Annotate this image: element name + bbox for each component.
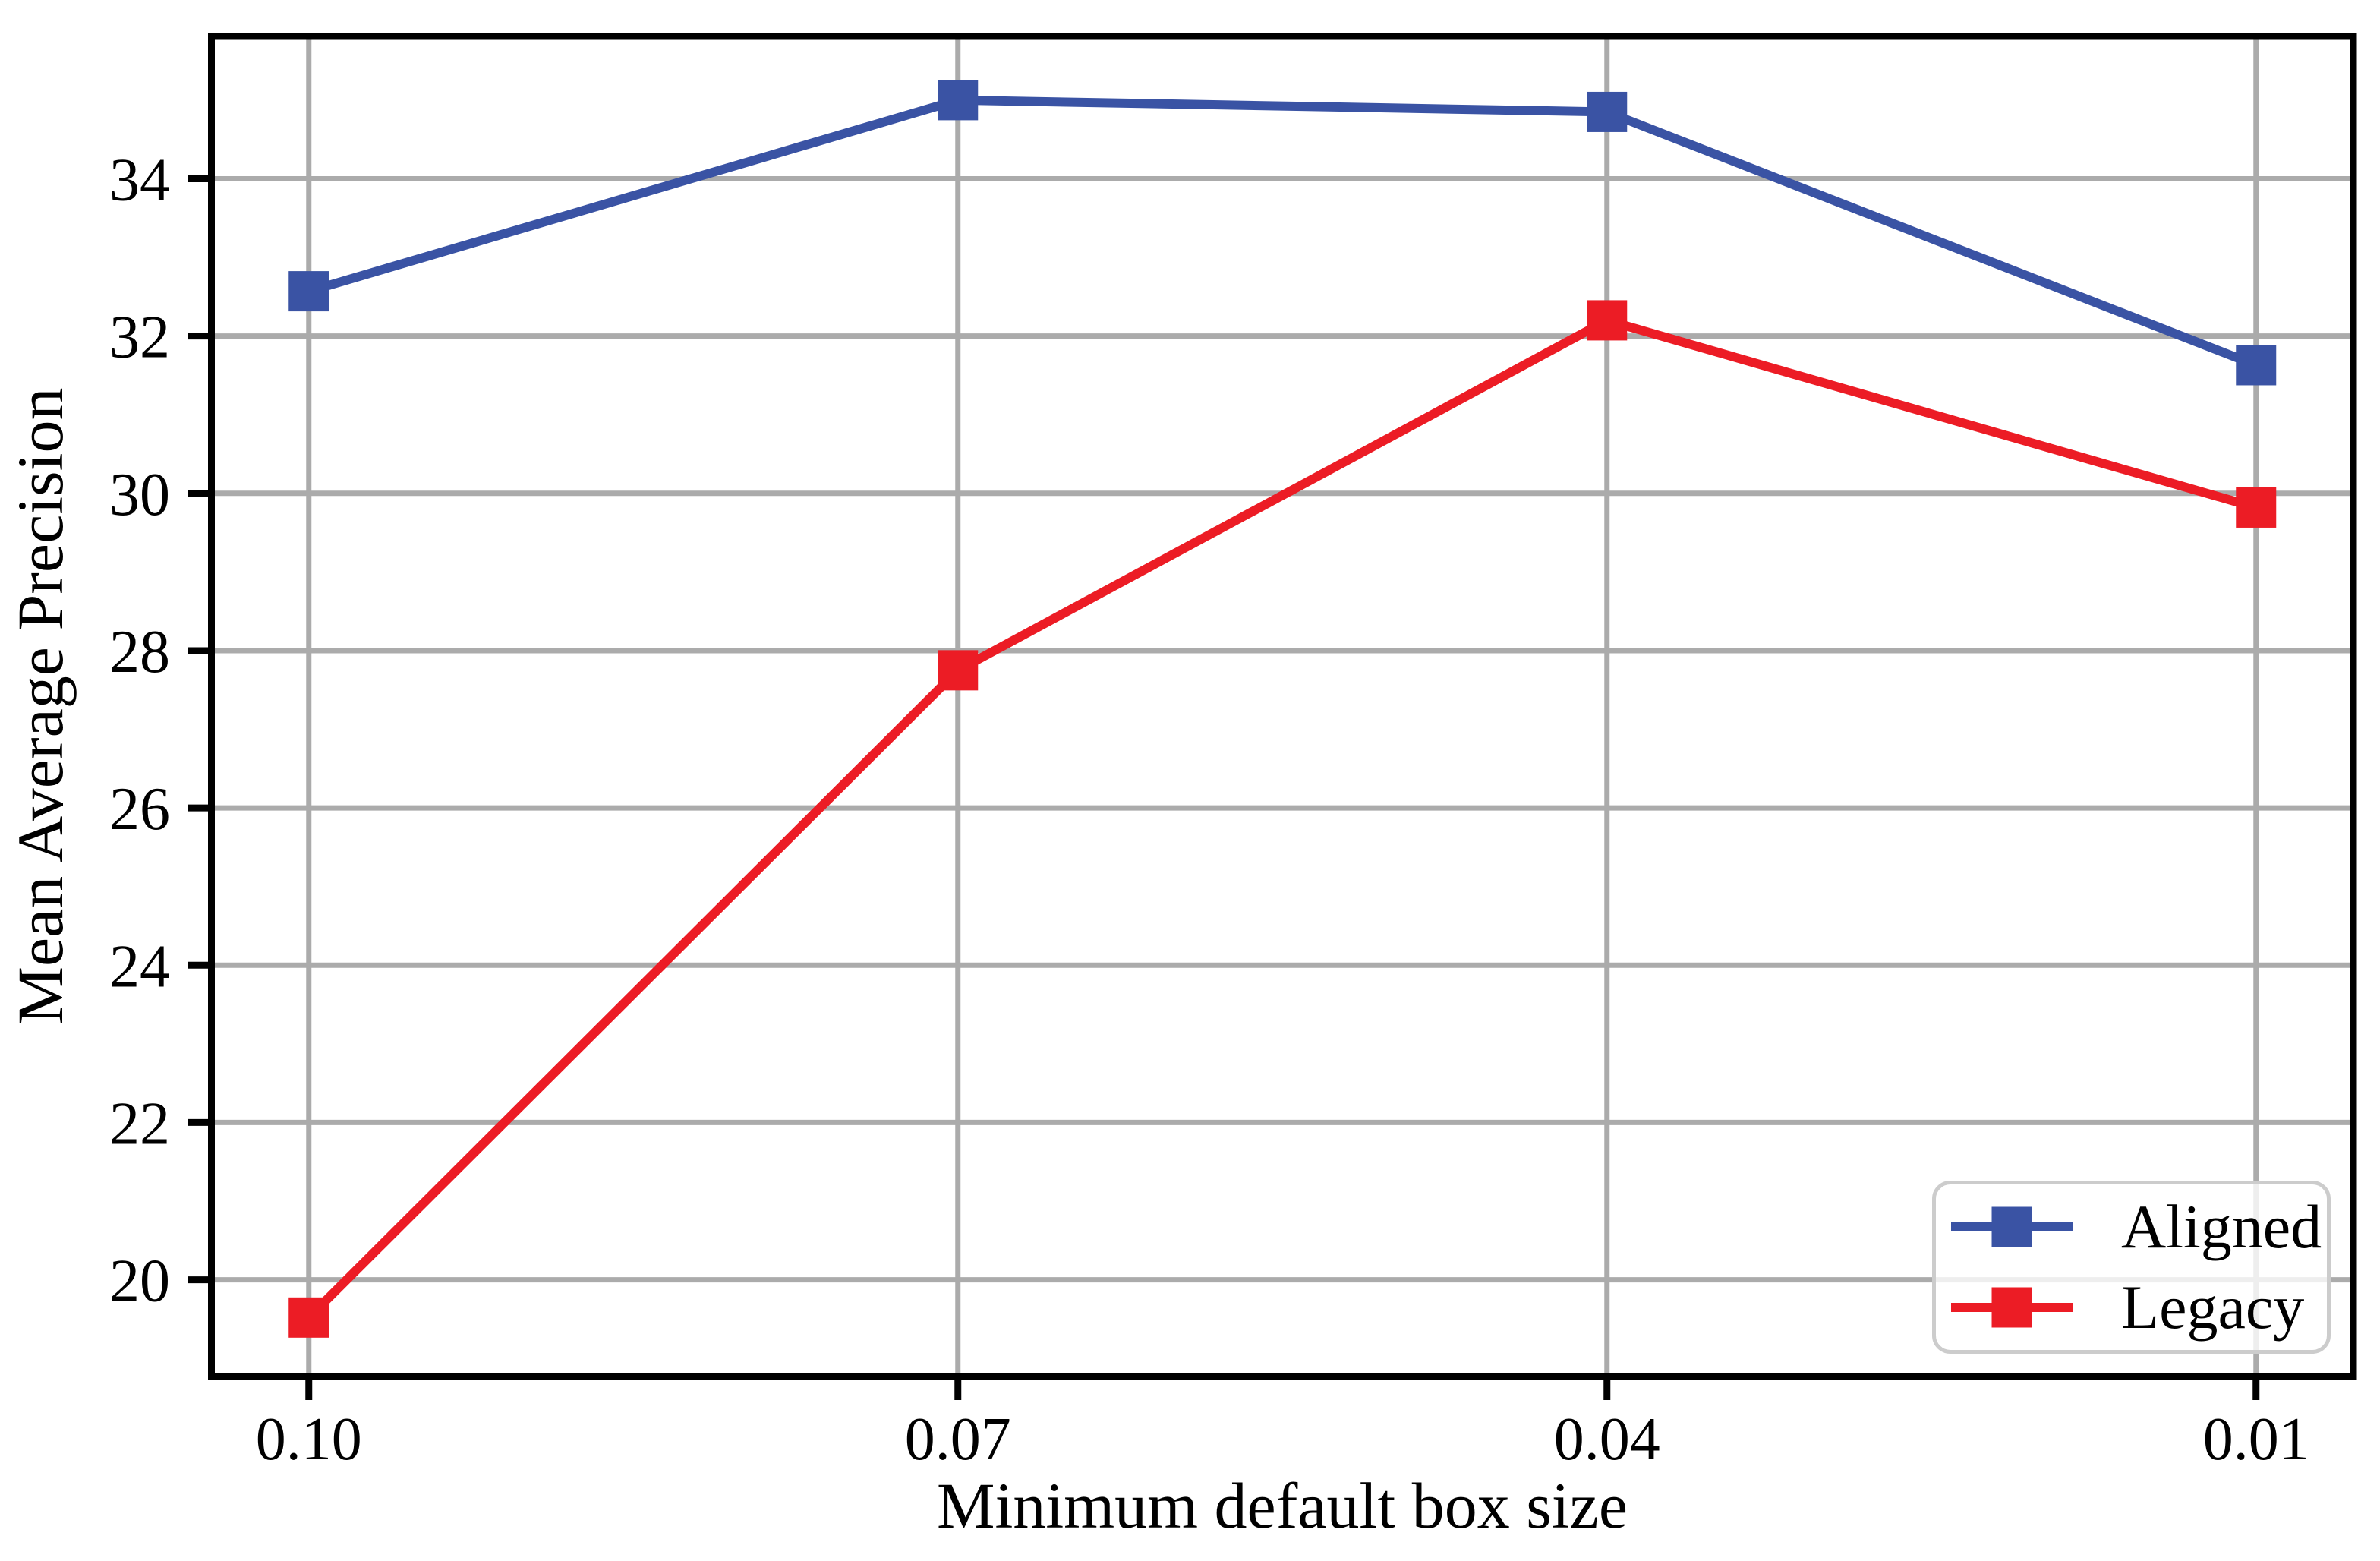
data-point-marker [2236,345,2277,386]
data-point-marker [2236,487,2277,528]
data-point-marker [1587,300,1628,341]
y-tick-label: 26 [109,776,170,843]
x-tick-label: 0.10 [256,1406,362,1473]
legend-sample-line-icon [1951,1206,2073,1247]
x-tick-label: 0.04 [1554,1406,1660,1473]
legend-label: Aligned [2121,1192,2322,1261]
series-line-aligned [307,95,2258,370]
y-tick-label: 28 [109,619,170,686]
data-point-marker [288,271,329,312]
x-tick-label: 0.07 [905,1406,1011,1473]
legend-label: Legacy [2121,1272,2305,1342]
y-tick-label: 32 [109,304,170,371]
y-tick-label: 22 [109,1090,170,1157]
plot-frame [208,33,2357,1380]
x-tick-labels: 0.10 0.07 0.04 0.01 [256,1406,2309,1473]
x-axis-label: Minimum default box size [937,1469,1628,1542]
legend: Aligned Legacy [1932,1181,2331,1354]
data-point-marker [288,1297,329,1338]
legend-entry-legacy: Legacy [1945,1269,2327,1345]
y-tick-label: 24 [109,933,170,1000]
series-group [288,80,2277,1338]
y-tick-label: 34 [109,147,170,213]
legend-entry-aligned: Aligned [1945,1189,2327,1265]
data-point-marker [938,80,979,121]
y-axis-label: Mean Average Precision [4,387,77,1024]
data-point-marker [1587,91,1628,132]
data-point-marker [938,650,979,691]
series-line-legacy [305,315,2258,1321]
x-tick-label: 0.01 [2203,1406,2309,1473]
legend-sample-line-icon [1951,1287,2073,1328]
y-tick-label: 30 [109,462,170,528]
y-tick-labels: 20 22 24 26 28 30 32 34 [109,147,170,1314]
gridlines [211,36,2353,1377]
tick-marks [188,175,2260,1400]
y-tick-label: 20 [109,1248,170,1315]
